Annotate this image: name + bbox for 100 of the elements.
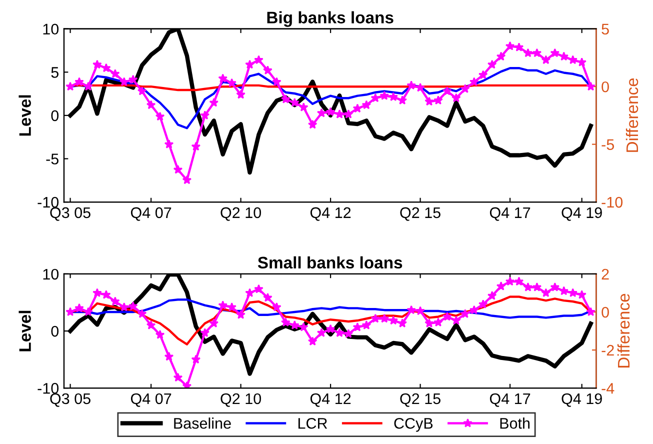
point	[460, 309, 470, 318]
point	[442, 86, 452, 96]
point	[586, 82, 596, 91]
point	[272, 302, 282, 312]
y2-tick-label: 2	[602, 268, 609, 280]
point	[460, 84, 470, 93]
y-tick-label: 10	[43, 268, 59, 280]
legend-label: Both	[500, 418, 530, 429]
point	[370, 314, 380, 323]
point	[155, 330, 165, 339]
point	[137, 86, 147, 96]
point	[110, 69, 120, 78]
point	[74, 77, 84, 86]
y-tick-label: 0	[51, 110, 59, 122]
point	[523, 48, 533, 58]
point	[164, 139, 174, 148]
x-tick-label: Q4 17	[490, 207, 530, 221]
x-tick-label: Q4 12	[310, 207, 351, 221]
point	[191, 354, 201, 364]
point	[505, 41, 515, 50]
x-tick-label: Q3 05	[50, 207, 90, 221]
legend-label: CCyB	[394, 418, 433, 432]
point	[586, 307, 596, 316]
point	[388, 316, 398, 325]
point	[146, 320, 156, 330]
point	[380, 314, 390, 323]
point	[496, 52, 506, 61]
point	[334, 328, 344, 337]
point	[344, 109, 354, 118]
point	[290, 320, 300, 330]
point	[173, 372, 183, 382]
point	[128, 74, 138, 84]
x-tick-label: Q4 12	[310, 393, 351, 407]
point	[469, 77, 479, 86]
x-tick-label: Q4 19	[562, 207, 602, 221]
point	[334, 109, 344, 118]
point	[298, 322, 308, 332]
point	[370, 93, 380, 102]
point	[424, 318, 434, 328]
point	[92, 60, 102, 69]
point	[352, 322, 362, 332]
point	[200, 328, 210, 337]
y2-tick-label: 0	[602, 306, 609, 318]
point	[559, 286, 569, 296]
x-tick-label: Q2 10	[220, 393, 262, 407]
point	[119, 302, 129, 312]
point	[452, 316, 461, 325]
x-tick-label: Q4 07	[130, 393, 172, 407]
point	[424, 96, 434, 106]
point	[164, 352, 174, 361]
y-tick-label: 10	[43, 24, 59, 35]
point	[173, 164, 183, 174]
point	[182, 175, 192, 184]
point	[245, 60, 254, 69]
x-tick-label: Q2 15	[400, 393, 440, 407]
point	[388, 92, 398, 102]
point	[559, 52, 569, 61]
point	[84, 307, 93, 316]
x-tick-label: Q4 19	[562, 393, 602, 407]
legend-label: LCR	[298, 418, 328, 429]
y2-tick-label: -5	[602, 139, 614, 150]
point	[326, 324, 336, 334]
point	[316, 328, 326, 337]
point	[452, 93, 461, 102]
point	[308, 120, 318, 129]
y2-tick-label: -2	[602, 344, 614, 356]
point	[281, 94, 290, 104]
point	[200, 110, 210, 120]
point	[209, 318, 219, 328]
point	[398, 96, 407, 104]
chart-title: Small banks loans	[258, 256, 402, 269]
point	[227, 302, 236, 312]
point	[263, 292, 272, 302]
point	[406, 80, 416, 90]
point	[416, 82, 425, 92]
point	[182, 381, 192, 388]
point	[478, 300, 488, 308]
y2-tick-label: 5	[602, 24, 609, 35]
point	[128, 301, 138, 310]
point	[541, 55, 551, 64]
point	[155, 112, 165, 121]
point	[218, 74, 228, 83]
point	[290, 98, 300, 107]
x-tick-label: Q3 05	[50, 393, 90, 407]
x-tick-label: Q4 17	[490, 393, 530, 407]
point	[227, 78, 236, 88]
point	[568, 288, 578, 298]
point	[406, 305, 416, 314]
y-tick-label: 5	[51, 67, 58, 78]
point	[236, 90, 246, 99]
x-tick-label: Q4 07	[130, 207, 172, 221]
point	[66, 82, 75, 91]
y2-tick-label: -10	[602, 196, 623, 208]
y2-axis-title: Difference	[626, 78, 638, 152]
x-tick-label: Q2 15	[400, 207, 440, 221]
point	[344, 328, 354, 338]
point	[532, 282, 542, 292]
point	[209, 98, 219, 107]
point	[102, 63, 111, 72]
point	[469, 305, 479, 314]
